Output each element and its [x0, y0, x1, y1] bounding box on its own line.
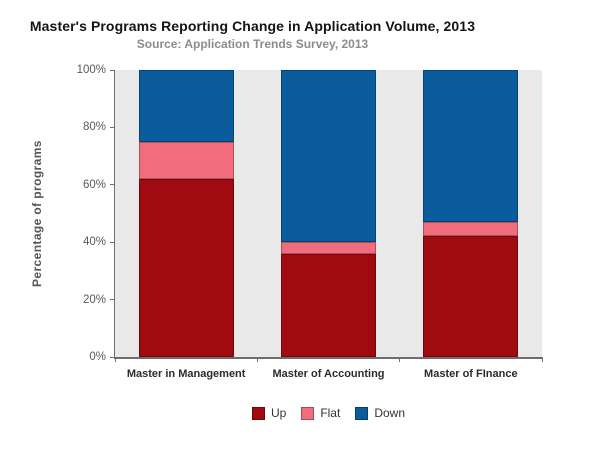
bar-segment-up — [138, 179, 234, 357]
legend-item-up: Up — [251, 406, 287, 420]
x-tick-mark — [541, 357, 543, 362]
legend-swatch-up — [251, 406, 265, 420]
y-axis-title: Percentage of programs — [30, 140, 44, 287]
y-tick-mark — [110, 184, 115, 186]
bar-segment-flat — [281, 242, 376, 254]
y-tick-mark — [110, 299, 115, 301]
bar-segment-up — [423, 236, 519, 357]
legend-label-flat: Flat — [320, 406, 341, 420]
y-tick-label: 80% — [82, 121, 106, 134]
y-axis-line — [113, 70, 115, 359]
x-axis-label: Master of FInance — [424, 368, 518, 380]
y-tick-label: 100% — [76, 64, 106, 76]
bar-segment-down — [423, 70, 519, 223]
legend-label-up: Up — [270, 406, 287, 420]
y-tick-label: 0% — [89, 351, 106, 363]
legend-swatch-down — [355, 406, 369, 420]
x-tick-mark — [256, 357, 258, 362]
chart-subtitle: Source: Application Trends Survey, 2013 — [136, 37, 369, 51]
bar-segment-flat — [138, 141, 234, 180]
x-axis-label: Master in Management — [126, 368, 246, 380]
y-tick-mark — [110, 241, 115, 243]
bar-segment-down — [138, 70, 234, 142]
legend-label-down: Down — [374, 406, 406, 420]
y-tick-label: 40% — [82, 236, 106, 249]
legend-swatch-flat — [301, 406, 315, 420]
x-axis-line — [113, 357, 542, 359]
bar-segment-up — [281, 253, 376, 357]
chart-title: Master's Programs Reporting Change in Ap… — [29, 18, 476, 34]
y-tick-mark — [110, 126, 115, 128]
bar-segment-flat — [423, 222, 519, 237]
legend: Up Flat Down — [115, 406, 542, 420]
y-tick-label: 20% — [82, 293, 106, 306]
x-tick-mark — [114, 357, 116, 362]
legend-item-flat: Flat — [301, 406, 340, 420]
x-tick-mark — [399, 357, 401, 362]
y-tick-mark — [110, 356, 115, 358]
y-tick-label: 60% — [82, 178, 106, 191]
bar-segment-down — [281, 70, 376, 243]
legend-item-down: Down — [355, 406, 405, 420]
y-tick-mark — [110, 69, 115, 71]
x-axis-label: Master of Accounting — [272, 368, 385, 380]
